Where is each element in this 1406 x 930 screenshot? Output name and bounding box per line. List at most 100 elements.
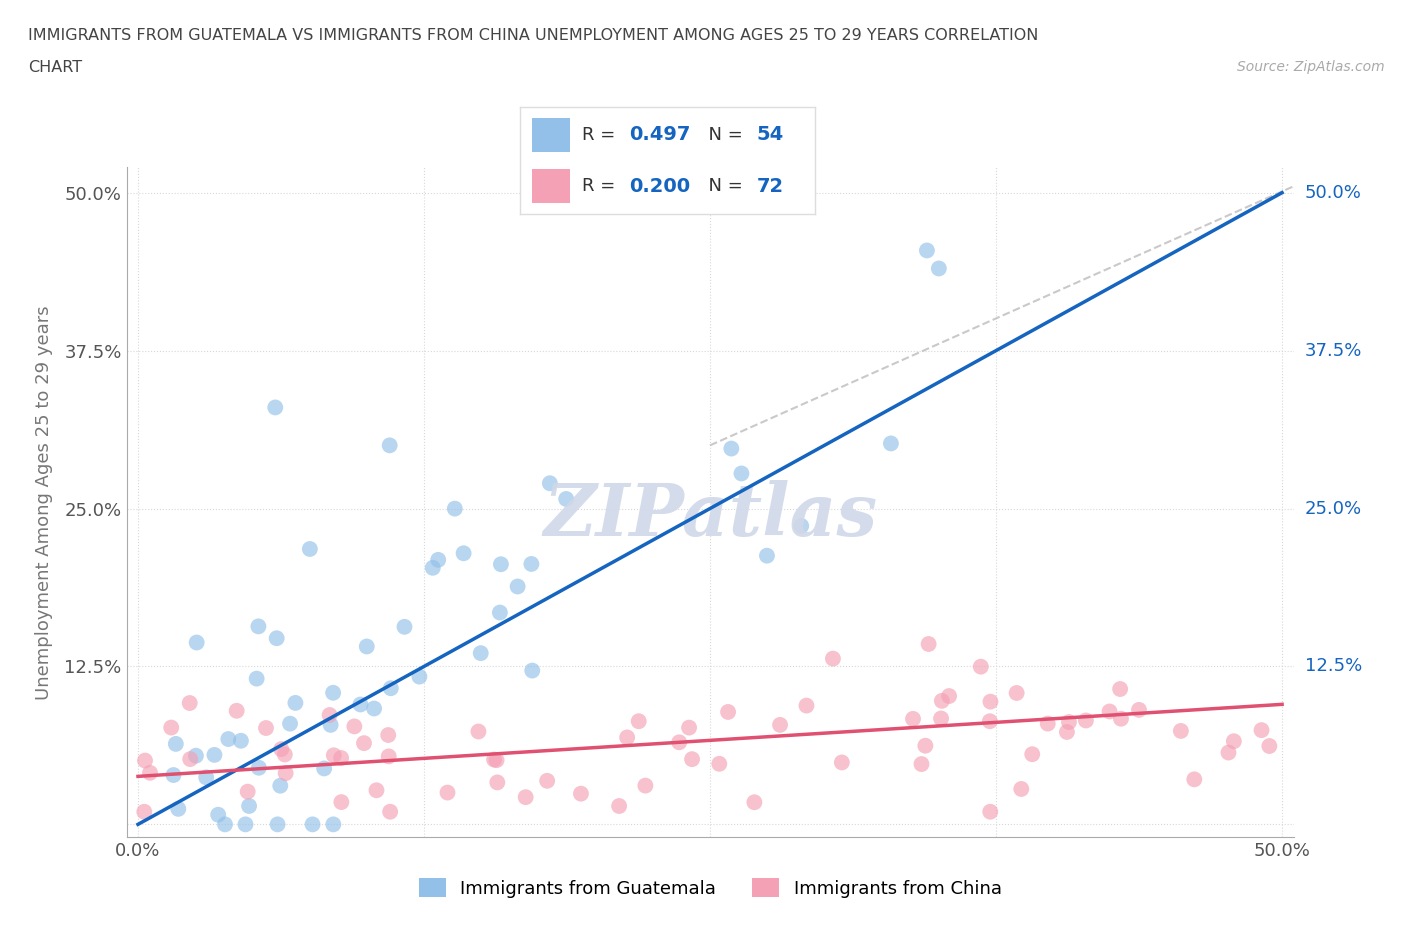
- Text: 72: 72: [756, 177, 783, 195]
- Text: N =: N =: [697, 126, 749, 144]
- Point: [134, 753, 156, 768]
- Text: Source: ZipAtlas.com: Source: ZipAtlas.com: [1237, 60, 1385, 74]
- Point: [1223, 734, 1246, 749]
- Point: [134, 804, 156, 819]
- Point: [394, 619, 416, 634]
- Point: [506, 579, 529, 594]
- Point: [453, 546, 475, 561]
- Point: [489, 605, 512, 620]
- Point: [214, 817, 236, 831]
- Point: [1021, 747, 1043, 762]
- Point: [139, 765, 162, 780]
- Point: [377, 749, 399, 764]
- Point: [482, 752, 505, 767]
- Point: [970, 659, 993, 674]
- Point: [607, 799, 630, 814]
- Point: [681, 751, 703, 766]
- Point: [318, 708, 340, 723]
- Text: CHART: CHART: [28, 60, 82, 75]
- Point: [408, 670, 430, 684]
- Point: [744, 795, 766, 810]
- Point: [380, 681, 402, 696]
- Text: 50.0%: 50.0%: [1305, 183, 1361, 202]
- Point: [443, 501, 465, 516]
- Point: [1036, 716, 1059, 731]
- Point: [167, 802, 190, 817]
- Point: [555, 492, 578, 507]
- Point: [467, 724, 489, 739]
- Text: ZIPatlas: ZIPatlas: [543, 480, 877, 551]
- Point: [284, 696, 307, 711]
- Point: [979, 714, 1001, 729]
- Point: [330, 751, 353, 765]
- Point: [377, 727, 399, 742]
- Point: [1057, 714, 1080, 729]
- Point: [1170, 724, 1192, 738]
- Point: [1074, 713, 1097, 728]
- Text: 54: 54: [756, 126, 783, 144]
- Point: [1250, 723, 1272, 737]
- Point: [301, 817, 323, 831]
- Point: [179, 751, 201, 766]
- Point: [616, 730, 638, 745]
- Point: [979, 804, 1001, 819]
- Point: [330, 794, 353, 809]
- Point: [274, 747, 297, 762]
- Point: [1005, 685, 1028, 700]
- Point: [1218, 745, 1240, 760]
- Point: [979, 694, 1001, 709]
- Point: [796, 698, 818, 713]
- Point: [678, 720, 700, 735]
- Point: [322, 685, 344, 700]
- Point: [486, 775, 509, 790]
- Point: [1109, 682, 1132, 697]
- Point: [485, 752, 508, 767]
- FancyBboxPatch shape: [531, 169, 571, 204]
- Point: [366, 783, 388, 798]
- Point: [264, 400, 287, 415]
- Text: 0.497: 0.497: [630, 126, 690, 144]
- Point: [207, 807, 229, 822]
- Point: [536, 774, 558, 789]
- Point: [236, 784, 259, 799]
- Point: [520, 556, 543, 571]
- Point: [831, 755, 853, 770]
- Point: [319, 717, 342, 732]
- Point: [422, 561, 444, 576]
- Point: [1258, 738, 1281, 753]
- Point: [322, 748, 344, 763]
- Point: [378, 438, 401, 453]
- Point: [929, 711, 952, 726]
- Point: [247, 761, 270, 776]
- Point: [247, 619, 270, 634]
- Point: [160, 720, 183, 735]
- Point: [769, 717, 792, 732]
- Point: [314, 761, 336, 776]
- Point: [790, 519, 813, 534]
- Point: [179, 696, 201, 711]
- Point: [225, 703, 247, 718]
- Point: [538, 476, 561, 491]
- Text: 25.0%: 25.0%: [1305, 499, 1362, 517]
- Point: [730, 466, 752, 481]
- Point: [720, 441, 742, 456]
- Point: [914, 738, 936, 753]
- FancyBboxPatch shape: [531, 118, 571, 152]
- Point: [880, 436, 903, 451]
- Point: [229, 734, 252, 749]
- Point: [928, 261, 950, 276]
- Point: [1128, 702, 1150, 717]
- Point: [821, 651, 844, 666]
- Point: [266, 817, 288, 831]
- Point: [915, 243, 938, 258]
- Point: [901, 711, 924, 726]
- Text: R =: R =: [582, 177, 621, 195]
- Point: [266, 631, 288, 645]
- Point: [238, 799, 260, 814]
- Point: [186, 635, 208, 650]
- Point: [717, 705, 740, 720]
- Point: [356, 639, 378, 654]
- Point: [436, 785, 458, 800]
- Point: [1098, 704, 1121, 719]
- Point: [1109, 711, 1132, 726]
